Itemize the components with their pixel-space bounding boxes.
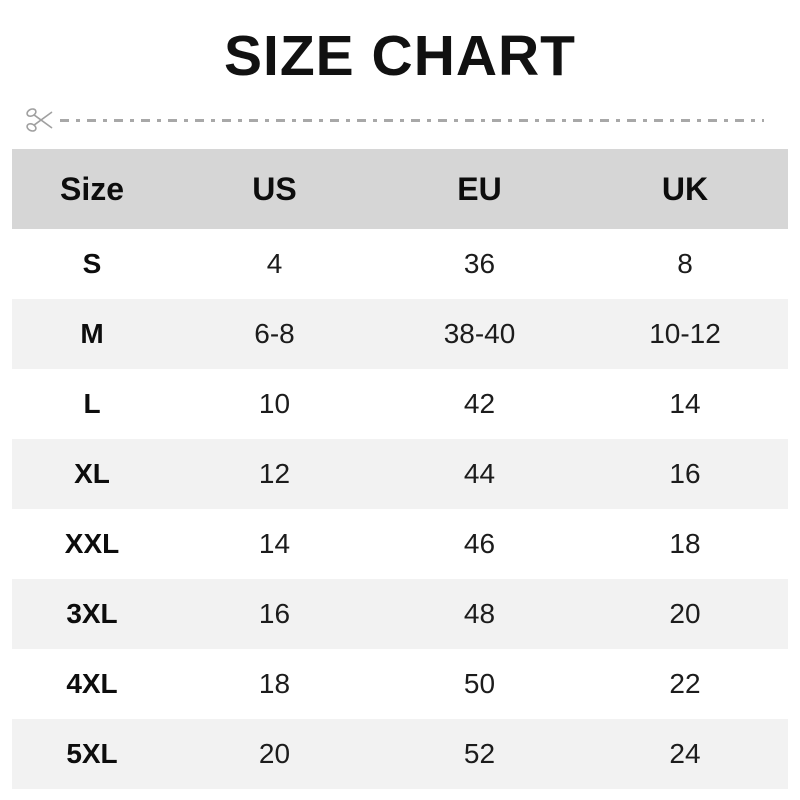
column-header-eu: EU bbox=[377, 149, 582, 229]
table-row: XL 12 44 16 bbox=[12, 439, 788, 509]
cell-uk: 20 bbox=[582, 579, 788, 649]
table-row: 4XL 18 50 22 bbox=[12, 649, 788, 719]
cell-size: 5XL bbox=[12, 719, 172, 789]
cell-uk: 10-12 bbox=[582, 299, 788, 369]
cell-eu: 42 bbox=[377, 369, 582, 439]
cell-us: 6-8 bbox=[172, 299, 377, 369]
cell-eu: 36 bbox=[377, 229, 582, 299]
size-table: Size US EU UK S 4 36 8 M 6-8 38-40 10-12… bbox=[12, 149, 788, 789]
cell-size: S bbox=[12, 229, 172, 299]
cell-uk: 22 bbox=[582, 649, 788, 719]
cut-line bbox=[24, 102, 776, 138]
column-header-uk: UK bbox=[582, 149, 788, 229]
column-header-size: Size bbox=[12, 149, 172, 229]
cell-size: 3XL bbox=[12, 579, 172, 649]
cell-uk: 16 bbox=[582, 439, 788, 509]
scissors-icon bbox=[26, 108, 53, 132]
cell-uk: 14 bbox=[582, 369, 788, 439]
cell-size: M bbox=[12, 299, 172, 369]
cell-size: XXL bbox=[12, 509, 172, 579]
cell-us: 18 bbox=[172, 649, 377, 719]
table-row: M 6-8 38-40 10-12 bbox=[12, 299, 788, 369]
cell-eu: 50 bbox=[377, 649, 582, 719]
cell-size: XL bbox=[12, 439, 172, 509]
table-header-row: Size US EU UK bbox=[12, 149, 788, 229]
cell-eu: 52 bbox=[377, 719, 582, 789]
cell-size: 4XL bbox=[12, 649, 172, 719]
cell-eu: 48 bbox=[377, 579, 582, 649]
cell-us: 14 bbox=[172, 509, 377, 579]
cell-eu: 46 bbox=[377, 509, 582, 579]
cell-size: L bbox=[12, 369, 172, 439]
cell-us: 16 bbox=[172, 579, 377, 649]
cell-uk: 8 bbox=[582, 229, 788, 299]
cell-us: 20 bbox=[172, 719, 377, 789]
table-row: 5XL 20 52 24 bbox=[12, 719, 788, 789]
table-row: XXL 14 46 18 bbox=[12, 509, 788, 579]
page-title: SIZE CHART bbox=[224, 24, 576, 88]
column-header-us: US bbox=[172, 149, 377, 229]
dashed-cut-line bbox=[60, 118, 764, 122]
cell-eu: 44 bbox=[377, 439, 582, 509]
cell-us: 10 bbox=[172, 369, 377, 439]
cell-us: 12 bbox=[172, 439, 377, 509]
cell-uk: 18 bbox=[582, 509, 788, 579]
cell-eu: 38-40 bbox=[377, 299, 582, 369]
table-row: 3XL 16 48 20 bbox=[12, 579, 788, 649]
table-row: S 4 36 8 bbox=[12, 229, 788, 299]
cell-uk: 24 bbox=[582, 719, 788, 789]
cell-us: 4 bbox=[172, 229, 377, 299]
table-row: L 10 42 14 bbox=[12, 369, 788, 439]
